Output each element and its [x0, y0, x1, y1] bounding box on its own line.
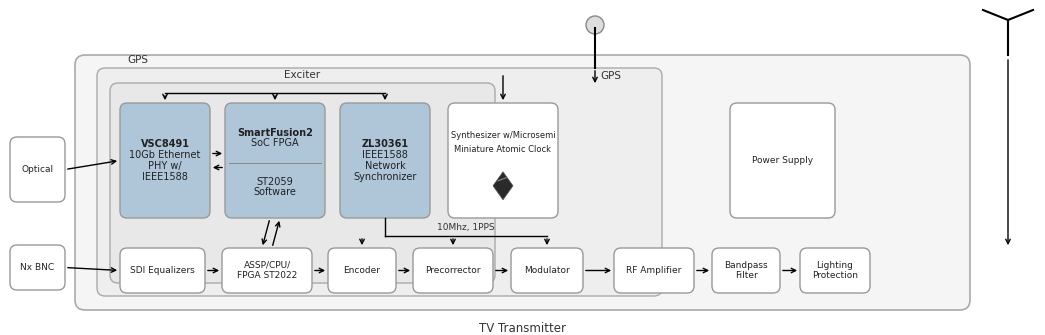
Text: Lighting: Lighting	[816, 261, 854, 270]
Text: IEEE1588: IEEE1588	[362, 150, 408, 160]
Text: 10Gb Ethernet: 10Gb Ethernet	[130, 150, 201, 160]
Text: ST2059: ST2059	[257, 177, 294, 187]
Text: Software: Software	[254, 187, 297, 197]
Text: FPGA ST2022: FPGA ST2022	[237, 271, 297, 280]
Text: GPS: GPS	[127, 55, 148, 65]
Text: Network: Network	[365, 161, 405, 171]
Polygon shape	[493, 172, 513, 200]
Text: TV Transmitter: TV Transmitter	[479, 322, 566, 335]
Text: Exciter: Exciter	[284, 70, 321, 80]
FancyBboxPatch shape	[120, 103, 210, 218]
FancyBboxPatch shape	[340, 103, 429, 218]
FancyBboxPatch shape	[328, 248, 396, 293]
FancyBboxPatch shape	[110, 83, 495, 283]
Text: Filter: Filter	[735, 271, 758, 280]
FancyBboxPatch shape	[222, 248, 312, 293]
FancyBboxPatch shape	[800, 248, 870, 293]
Text: Synchronizer: Synchronizer	[353, 172, 417, 182]
Text: ASSP/CPU/: ASSP/CPU/	[243, 261, 291, 270]
Text: Synthesizer w/Microsemi: Synthesizer w/Microsemi	[450, 131, 555, 140]
Text: Modulator: Modulator	[525, 266, 570, 275]
FancyBboxPatch shape	[120, 248, 205, 293]
FancyBboxPatch shape	[75, 55, 970, 310]
Text: RF Amplifier: RF Amplifier	[626, 266, 681, 275]
Text: 10Mhz, 1PPS: 10Mhz, 1PPS	[437, 223, 495, 232]
FancyBboxPatch shape	[10, 245, 65, 290]
FancyBboxPatch shape	[511, 248, 583, 293]
Text: Optical: Optical	[22, 165, 53, 174]
FancyBboxPatch shape	[448, 103, 558, 218]
FancyBboxPatch shape	[97, 68, 661, 296]
Text: Nx BNC: Nx BNC	[21, 263, 54, 272]
Text: Precorrector: Precorrector	[425, 266, 481, 275]
Text: SoC FPGA: SoC FPGA	[251, 137, 299, 147]
Text: Power Supply: Power Supply	[752, 156, 813, 165]
Text: SmartFusion2: SmartFusion2	[237, 128, 312, 137]
Text: SDI Equalizers: SDI Equalizers	[131, 266, 194, 275]
Circle shape	[586, 16, 604, 34]
Text: IEEE1588: IEEE1588	[142, 172, 188, 182]
FancyBboxPatch shape	[712, 248, 780, 293]
Text: PHY w/: PHY w/	[148, 161, 182, 171]
FancyBboxPatch shape	[413, 248, 493, 293]
Text: Bandpass: Bandpass	[724, 261, 768, 270]
Text: GPS: GPS	[600, 71, 621, 81]
FancyBboxPatch shape	[730, 103, 835, 218]
Text: Encoder: Encoder	[344, 266, 380, 275]
FancyBboxPatch shape	[10, 137, 65, 202]
Text: Miniature Atomic Clock: Miniature Atomic Clock	[455, 144, 552, 153]
FancyBboxPatch shape	[614, 248, 694, 293]
Text: ZL30361: ZL30361	[362, 139, 409, 149]
Text: Protection: Protection	[812, 271, 858, 280]
Text: VSC8491: VSC8491	[140, 139, 189, 149]
FancyBboxPatch shape	[225, 103, 325, 218]
